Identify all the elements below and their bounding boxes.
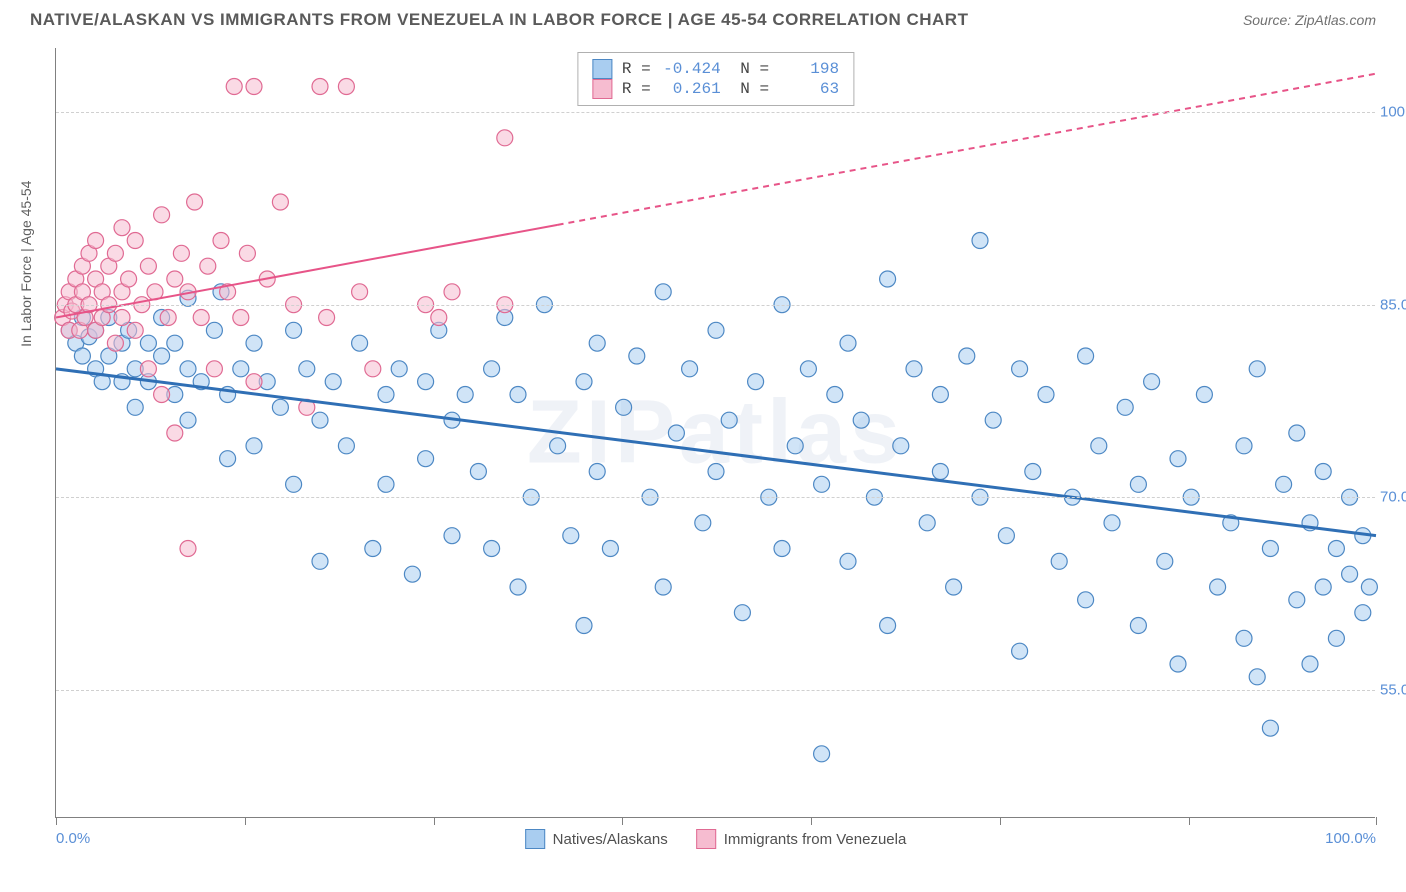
chart-title: NATIVE/ALASKAN VS IMMIGRANTS FROM VENEZU… bbox=[30, 10, 968, 30]
stat-label: N = bbox=[731, 80, 769, 98]
legend-item-pink: Immigrants from Venezuela bbox=[696, 829, 907, 849]
stat-r-blue: -0.424 bbox=[661, 60, 721, 78]
legend-bottom: Natives/Alaskans Immigrants from Venezue… bbox=[525, 829, 907, 849]
legend-label: Natives/Alaskans bbox=[553, 831, 668, 848]
swatch-pink-icon bbox=[696, 829, 716, 849]
swatch-blue-icon bbox=[592, 59, 612, 79]
x-tick-label: 0.0% bbox=[56, 830, 90, 847]
swatch-pink-icon bbox=[592, 79, 612, 99]
y-axis-label: In Labor Force | Age 45-54 bbox=[18, 181, 34, 347]
stats-row-pink: R = 0.261 N = 63 bbox=[592, 79, 839, 99]
stat-n-blue: 198 bbox=[779, 60, 839, 78]
stats-legend-box: R = -0.424 N = 198 R = 0.261 N = 63 bbox=[577, 52, 854, 106]
y-tick-label: 55.0% bbox=[1380, 681, 1406, 698]
y-tick-label: 70.0% bbox=[1380, 489, 1406, 506]
stat-label: N = bbox=[731, 60, 769, 78]
stat-label: R = bbox=[622, 80, 651, 98]
x-tick-label: 100.0% bbox=[1325, 830, 1376, 847]
stat-r-pink: 0.261 bbox=[661, 80, 721, 98]
legend-label: Immigrants from Venezuela bbox=[724, 831, 907, 848]
y-tick-label: 100.0% bbox=[1380, 104, 1406, 121]
stat-n-pink: 63 bbox=[779, 80, 839, 98]
swatch-blue-icon bbox=[525, 829, 545, 849]
scatter-svg bbox=[56, 48, 1375, 817]
legend-item-blue: Natives/Alaskans bbox=[525, 829, 668, 849]
chart-plot-area: ZIPatlas R = -0.424 N = 198 R = 0.261 N … bbox=[55, 48, 1375, 818]
y-tick-label: 85.0% bbox=[1380, 296, 1406, 313]
stat-label: R = bbox=[622, 60, 651, 78]
source-label: Source: ZipAtlas.com bbox=[1243, 12, 1376, 28]
stats-row-blue: R = -0.424 N = 198 bbox=[592, 59, 839, 79]
